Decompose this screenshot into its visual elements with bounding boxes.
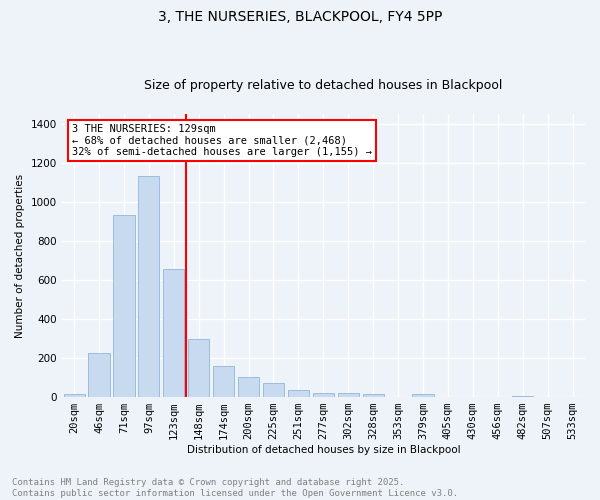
Bar: [512, 396, 533, 397]
Bar: [362, 394, 384, 397]
Y-axis label: Number of detached properties: Number of detached properties: [15, 174, 25, 338]
Text: 3 THE NURSERIES: 129sqm
← 68% of detached houses are smaller (2,468)
32% of semi: 3 THE NURSERIES: 129sqm ← 68% of detache…: [72, 124, 372, 157]
Bar: [238, 376, 259, 397]
Bar: [64, 394, 85, 397]
Bar: [138, 176, 160, 397]
Bar: [163, 269, 184, 397]
X-axis label: Distribution of detached houses by size in Blackpool: Distribution of detached houses by size …: [187, 445, 460, 455]
Bar: [188, 340, 209, 397]
Bar: [313, 393, 334, 397]
Bar: [113, 214, 134, 397]
Bar: [88, 353, 110, 397]
Text: Contains HM Land Registry data © Crown copyright and database right 2025.
Contai: Contains HM Land Registry data © Crown c…: [12, 478, 458, 498]
Bar: [288, 390, 309, 397]
Title: Size of property relative to detached houses in Blackpool: Size of property relative to detached ho…: [144, 79, 503, 92]
Bar: [338, 393, 359, 397]
Bar: [263, 384, 284, 397]
Bar: [213, 366, 234, 397]
Text: 3, THE NURSERIES, BLACKPOOL, FY4 5PP: 3, THE NURSERIES, BLACKPOOL, FY4 5PP: [158, 10, 442, 24]
Bar: [412, 394, 434, 397]
